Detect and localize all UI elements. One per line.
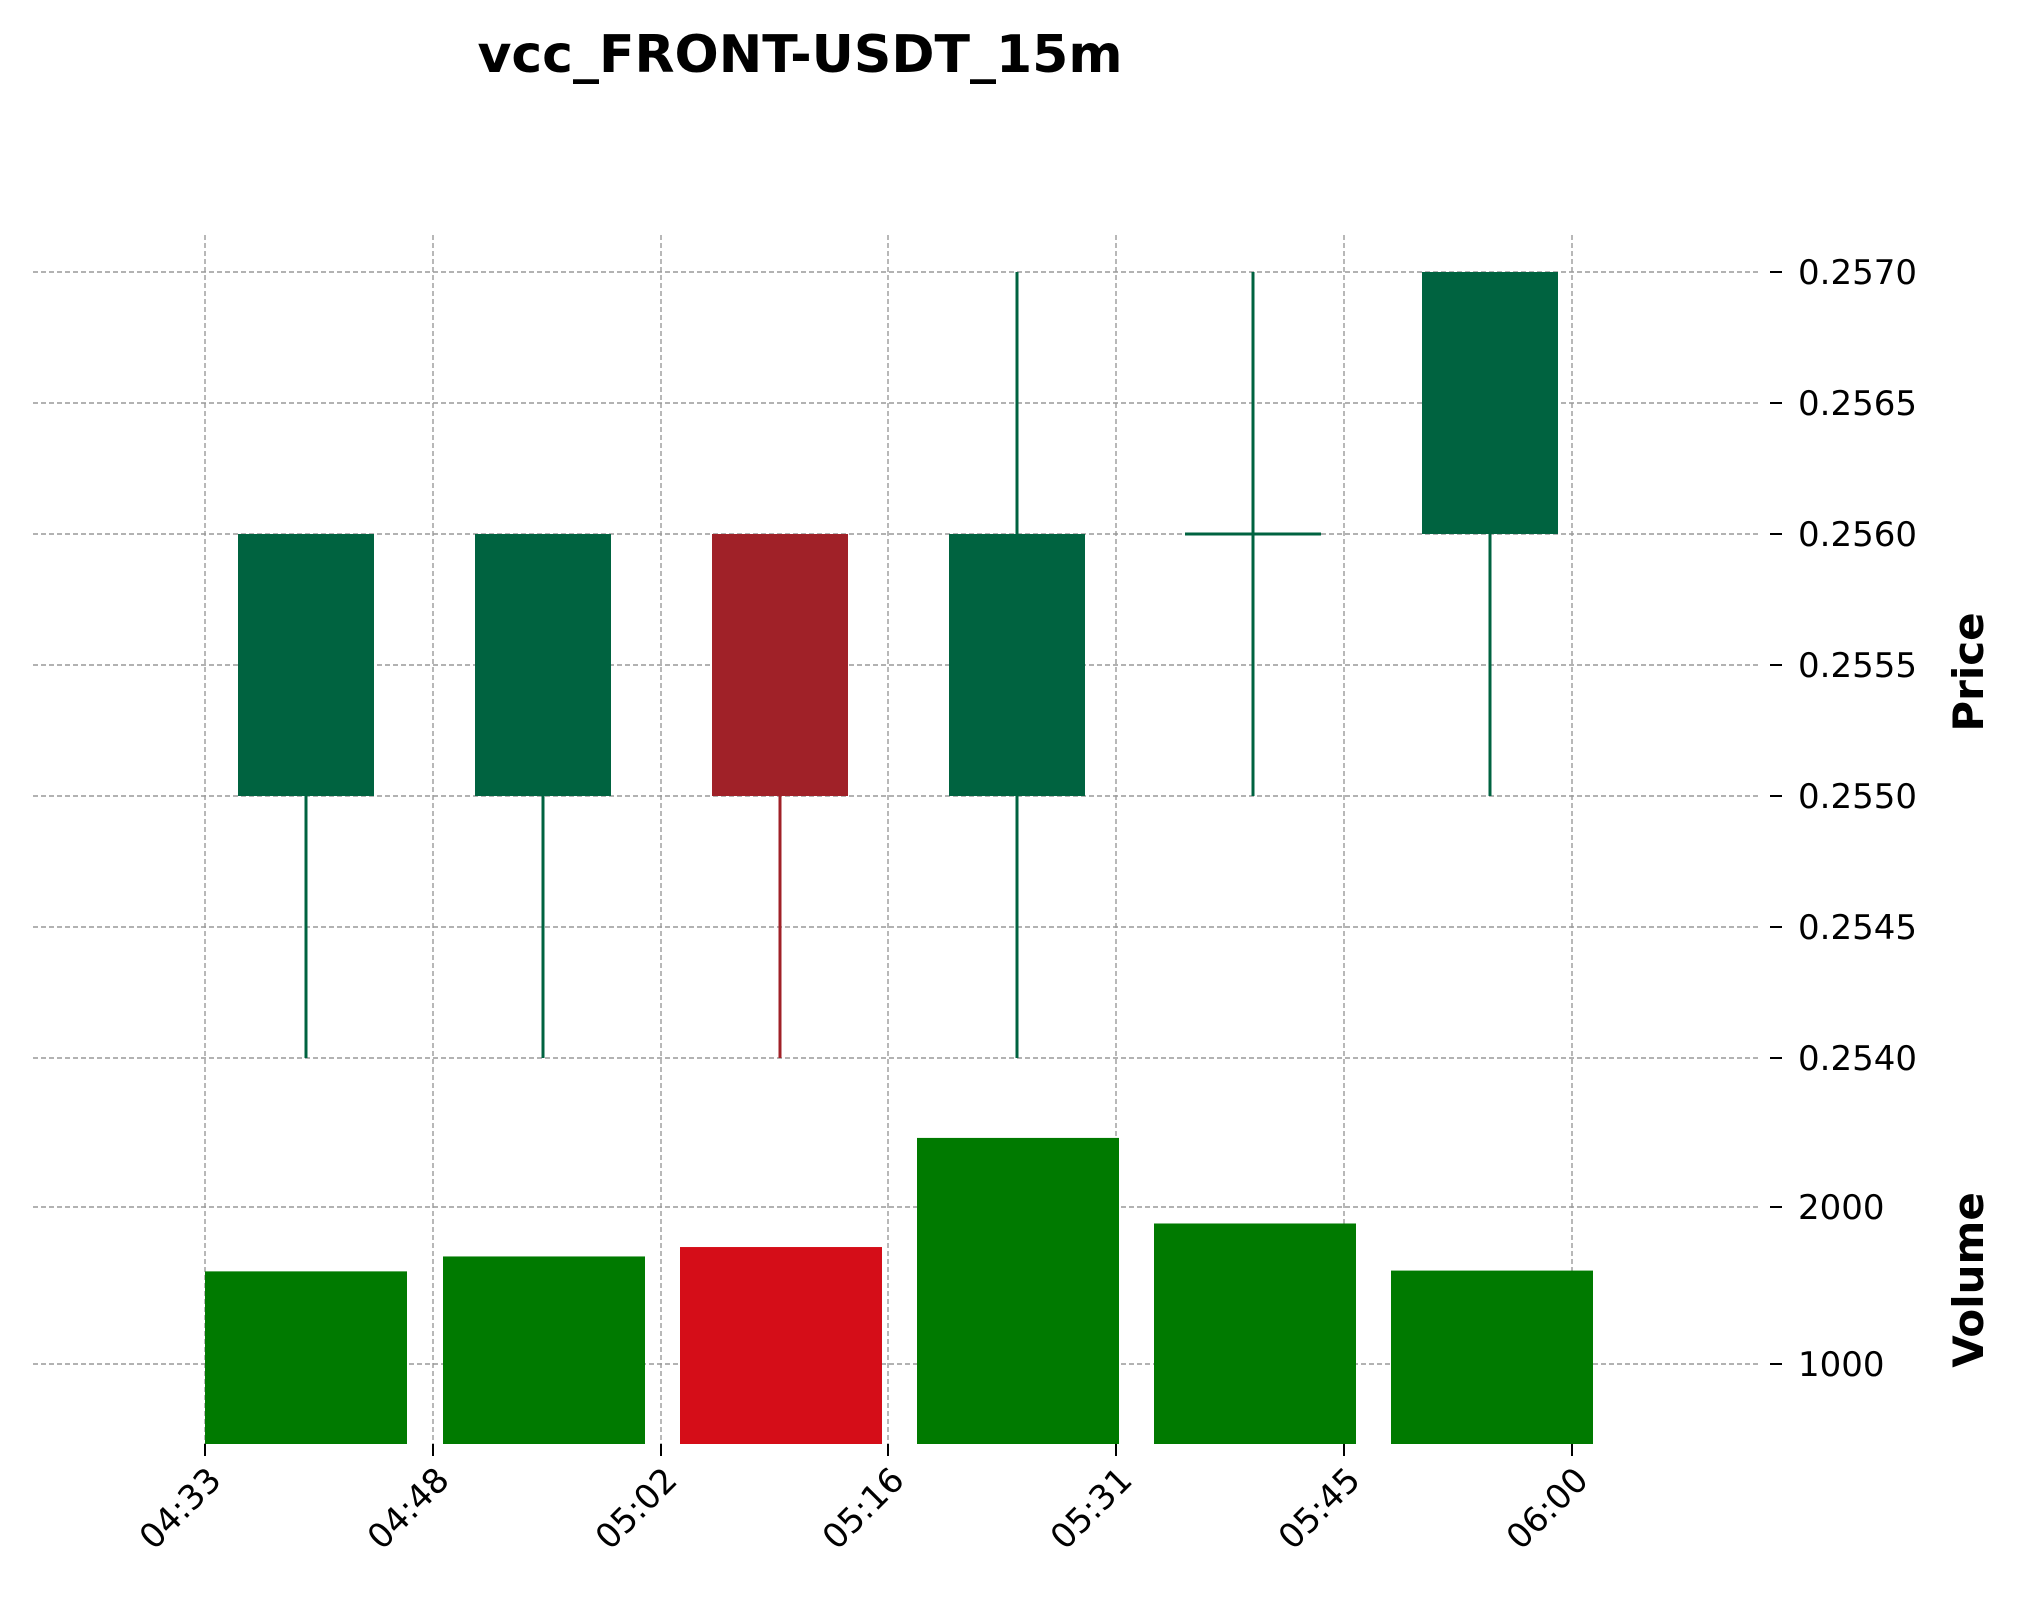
- candle-body: [949, 534, 1085, 796]
- price-tick-label: 0.2565: [1798, 384, 1917, 424]
- time-tick-label: 04:48: [360, 1460, 458, 1558]
- price-tick-label: 0.2545: [1798, 908, 1917, 948]
- time-tick-label: 05:31: [1043, 1460, 1141, 1558]
- time-tick-label: 04:33: [132, 1460, 230, 1558]
- volume-bar: [917, 1137, 1119, 1444]
- volume-axis-label: Volume: [1944, 1192, 1993, 1368]
- time-tick-label: 06:00: [1499, 1460, 1597, 1558]
- candle-body: [1185, 532, 1321, 536]
- price-tick-label: 0.2540: [1798, 1039, 1917, 1079]
- candle-body: [475, 534, 611, 796]
- volume-bar: [1154, 1223, 1356, 1444]
- candle-body: [712, 534, 848, 796]
- volume-tick-label: 1000: [1798, 1345, 1885, 1385]
- price-tick-label: 0.2555: [1798, 646, 1917, 686]
- time-tick-label: 05:45: [1271, 1460, 1369, 1558]
- price-tick-label: 0.2560: [1798, 515, 1917, 555]
- time-tick-label: 05:16: [815, 1460, 913, 1558]
- volume-tick-label: 2000: [1798, 1188, 1885, 1228]
- volume-bar: [205, 1271, 407, 1444]
- chart-title: vcc_FRONT-USDT_15m: [477, 25, 1122, 85]
- candle-body: [238, 534, 374, 796]
- time-tick-label: 05:02: [588, 1460, 686, 1558]
- price-tick-label: 0.2570: [1798, 253, 1917, 293]
- volume-bar: [443, 1256, 645, 1444]
- volume-layer: [205, 1137, 1593, 1444]
- candle-layer: [238, 272, 1558, 1058]
- price-axis-label: Price: [1944, 612, 1993, 731]
- price-tick-label: 0.2550: [1798, 777, 1917, 817]
- volume-bar: [680, 1247, 882, 1444]
- volume-bar: [1391, 1270, 1593, 1444]
- candle-body: [1422, 272, 1558, 534]
- grid-layer: [33, 235, 1760, 1444]
